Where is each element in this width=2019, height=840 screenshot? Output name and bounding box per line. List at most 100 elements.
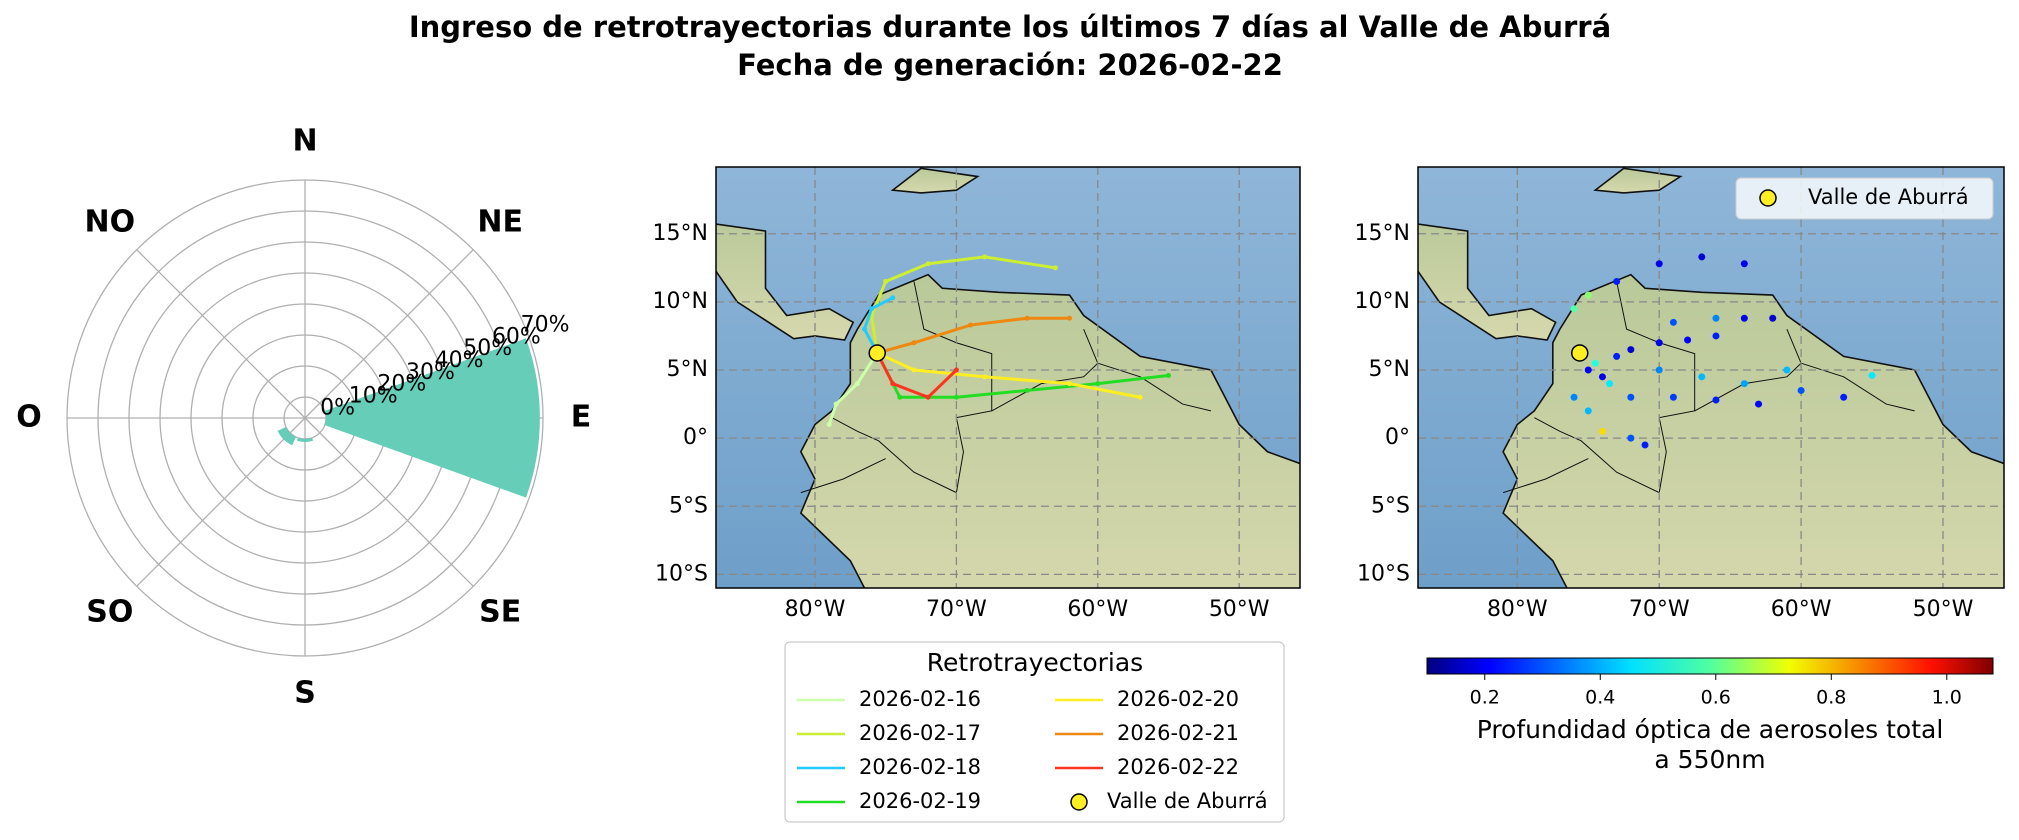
station-marker <box>1571 344 1589 362</box>
y-tick-label: 10°S <box>1357 561 1410 586</box>
aod-point <box>1606 380 1614 388</box>
border <box>913 281 993 493</box>
trajectory-point <box>1165 372 1171 378</box>
legend-label: 2026-02-20 <box>1117 687 1239 711</box>
trajectory <box>869 255 1056 354</box>
legend-marker <box>1759 189 1777 207</box>
aod-point <box>1598 427 1606 435</box>
land <box>716 223 855 341</box>
aod-point <box>1613 277 1621 285</box>
trajectory-point <box>854 381 860 387</box>
legend-label: 2026-02-18 <box>859 755 981 779</box>
aod-point <box>1712 332 1720 340</box>
colorbar-tick-label: 0.8 <box>1816 687 1846 709</box>
colorbar-tick-label: 0.2 <box>1470 687 1500 709</box>
aod-point <box>1627 393 1635 401</box>
colorbar-tick-label: 0.4 <box>1585 687 1615 709</box>
trajectory-point <box>1052 265 1058 271</box>
aod-point <box>1570 393 1578 401</box>
trajectory-point <box>953 367 959 373</box>
radial-line <box>304 417 474 587</box>
trajectory-point <box>1067 381 1073 387</box>
r-tick-label: 40% <box>435 348 484 373</box>
trajectory-point <box>1095 381 1101 387</box>
y-tick-label: 10°S <box>655 561 708 586</box>
trajectory-point <box>1137 394 1143 400</box>
map-area <box>1418 167 2004 588</box>
bar <box>277 426 297 446</box>
trajectory <box>862 296 894 354</box>
aod-point <box>1655 339 1663 347</box>
trajectory <box>875 352 1169 399</box>
trajectory-point <box>883 278 889 284</box>
aod-point <box>1712 396 1720 404</box>
map-area <box>716 167 1300 588</box>
trajectory-point <box>890 295 896 301</box>
aod-point <box>1584 407 1592 415</box>
y-tick-label: 5°S <box>669 493 708 518</box>
x-tick-label: 50°W <box>1209 597 1270 622</box>
subtitle: Fecha de generación: 2026-02-22 <box>737 48 1283 82</box>
legend-label: 2026-02-19 <box>859 789 981 813</box>
bar <box>296 437 314 443</box>
trajectory-point <box>833 401 839 407</box>
x-tick-label: 80°W <box>1487 597 1548 622</box>
aod-point <box>1755 400 1763 408</box>
aod-point <box>1868 371 1876 379</box>
aod-point <box>1740 314 1748 322</box>
border <box>1534 417 1660 494</box>
x-tick-label: 80°W <box>785 597 846 622</box>
legend-label: 2026-02-16 <box>859 687 981 711</box>
legend-box <box>784 641 1285 823</box>
station-marker <box>868 344 886 362</box>
y-tick-label: 5°N <box>1369 357 1410 382</box>
aod-point <box>1698 253 1706 261</box>
aod-point <box>1655 366 1663 374</box>
aod-point <box>1698 373 1706 381</box>
trajectory-point <box>1024 315 1030 321</box>
radial-line <box>304 249 474 419</box>
y-tick-label: 5°N <box>667 357 708 382</box>
aod-point <box>1627 434 1635 442</box>
direction-label: S <box>294 676 316 711</box>
bar <box>324 338 540 498</box>
colorbar <box>1426 657 1994 675</box>
trajectory <box>875 352 958 399</box>
title: Ingreso de retrotrayectorias durante los… <box>409 10 1611 44</box>
radial-line <box>136 417 306 587</box>
direction-label: O <box>16 400 42 435</box>
trajectory-point <box>982 374 988 380</box>
land <box>1418 223 1557 341</box>
trajectory-point <box>982 254 988 260</box>
y-tick-label: 10°N <box>653 289 708 314</box>
map-frame <box>1417 166 2005 589</box>
colorbar-tick-label: 1.0 <box>1932 687 1962 709</box>
aod-point <box>1840 393 1848 401</box>
direction-label: SE <box>479 595 521 630</box>
y-tick-label: 5°S <box>1371 493 1410 518</box>
aod-point <box>1655 260 1663 268</box>
map-frame <box>715 166 1301 589</box>
radial-line <box>136 249 306 419</box>
r-tick-label: 50% <box>463 336 512 361</box>
border <box>1694 328 1802 412</box>
aod-point <box>1712 314 1720 322</box>
legend-label: 2026-02-22 <box>1117 755 1239 779</box>
colorbar-tick-label: 0.6 <box>1701 687 1731 709</box>
legend-marker <box>1070 793 1088 811</box>
aod-point <box>1669 318 1677 326</box>
r-tick-label: 0% <box>320 395 355 420</box>
y-tick-label: 15°N <box>1355 221 1410 246</box>
border <box>991 328 1099 412</box>
x-tick-label: 50°W <box>1913 597 1974 622</box>
aod-point <box>1641 441 1649 449</box>
x-tick-label: 60°W <box>1067 597 1128 622</box>
r-tick-label: 60% <box>492 324 541 349</box>
legend-label: Valle de Aburrá <box>1808 185 1969 209</box>
trajectory-point <box>953 394 959 400</box>
x-tick-label: 70°W <box>1629 597 1690 622</box>
direction-label: NO <box>85 204 136 239</box>
r-tick-label: 30% <box>406 360 455 385</box>
legend-label: 2026-02-17 <box>859 721 981 745</box>
